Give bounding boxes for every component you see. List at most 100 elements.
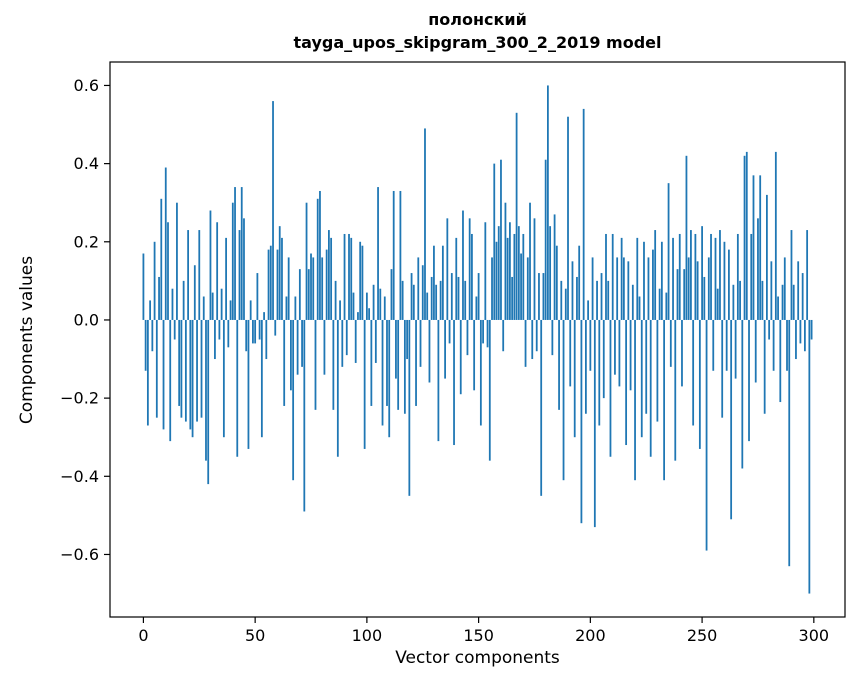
bar xyxy=(149,300,152,320)
bar xyxy=(799,319,802,344)
x-tick-label: 250 xyxy=(687,626,718,645)
bar xyxy=(310,253,312,320)
bar xyxy=(466,319,469,356)
bar xyxy=(495,241,498,320)
bar xyxy=(725,319,728,371)
bar xyxy=(777,296,779,320)
bar xyxy=(372,284,375,320)
bar xyxy=(202,296,205,320)
bar xyxy=(544,159,547,320)
bar xyxy=(547,85,549,320)
bar xyxy=(421,265,424,320)
bar xyxy=(515,112,518,320)
bar xyxy=(558,319,560,410)
bar xyxy=(611,233,614,320)
bar xyxy=(267,249,270,320)
bar xyxy=(696,261,699,320)
bar xyxy=(504,202,507,320)
bar xyxy=(457,276,460,320)
bar xyxy=(301,319,303,367)
bar xyxy=(374,319,377,363)
bar xyxy=(486,319,489,348)
bar xyxy=(660,241,663,320)
bar xyxy=(419,319,422,367)
bar xyxy=(448,319,451,344)
bar xyxy=(158,276,160,320)
bar xyxy=(607,280,610,320)
bar xyxy=(180,319,183,418)
bar xyxy=(596,280,598,320)
bar xyxy=(176,202,178,320)
bar xyxy=(477,273,480,320)
bar xyxy=(370,319,373,406)
bar xyxy=(761,280,764,320)
bar xyxy=(272,101,274,320)
bar xyxy=(484,222,487,320)
bar xyxy=(171,288,174,320)
bar xyxy=(218,319,221,340)
bar xyxy=(479,319,482,426)
bar xyxy=(243,218,245,320)
bar xyxy=(580,319,583,524)
bar xyxy=(788,319,791,567)
bar xyxy=(584,319,587,414)
bar xyxy=(678,233,681,320)
bar xyxy=(368,308,371,320)
bar xyxy=(249,300,252,320)
bar xyxy=(647,257,650,320)
x-tick-label: 300 xyxy=(799,626,830,645)
bar xyxy=(555,245,558,320)
bar xyxy=(173,319,176,340)
bar xyxy=(328,230,330,320)
bar xyxy=(803,319,806,352)
bar xyxy=(730,319,733,520)
bar xyxy=(455,237,458,320)
bar xyxy=(573,319,576,438)
x-tick-label: 50 xyxy=(245,626,265,645)
bar xyxy=(200,319,203,418)
bar xyxy=(167,222,169,320)
bar xyxy=(538,273,540,320)
bar xyxy=(245,319,248,352)
bar xyxy=(379,288,382,320)
bar xyxy=(542,273,545,320)
bar xyxy=(305,202,308,320)
bar xyxy=(687,257,690,320)
bar xyxy=(770,261,773,320)
bar xyxy=(493,163,496,320)
bar xyxy=(801,273,804,320)
bar xyxy=(551,319,554,356)
bar xyxy=(336,319,339,457)
bar xyxy=(357,312,359,320)
bar xyxy=(240,187,243,320)
bar xyxy=(399,190,402,320)
bar xyxy=(446,218,449,320)
bar xyxy=(151,319,154,352)
bar xyxy=(705,319,708,551)
x-tick-label: 150 xyxy=(463,626,494,645)
bar xyxy=(258,319,261,340)
bar xyxy=(517,226,520,320)
bar xyxy=(774,151,777,320)
bar xyxy=(511,276,514,320)
bar xyxy=(401,280,404,320)
bar xyxy=(386,319,388,406)
bar xyxy=(307,269,310,320)
bar xyxy=(256,273,259,320)
bar xyxy=(734,319,737,379)
bar xyxy=(616,257,619,320)
bar xyxy=(234,187,236,320)
bar xyxy=(426,292,429,320)
bar xyxy=(513,233,516,320)
bar xyxy=(214,319,216,360)
bar xyxy=(468,218,471,320)
bar xyxy=(283,319,286,406)
bar xyxy=(377,187,379,320)
bar xyxy=(676,269,679,320)
bar xyxy=(198,230,201,320)
bar xyxy=(593,319,596,528)
bar xyxy=(433,245,435,320)
y-tick-label: −0.6 xyxy=(60,545,99,564)
bar xyxy=(339,300,341,320)
